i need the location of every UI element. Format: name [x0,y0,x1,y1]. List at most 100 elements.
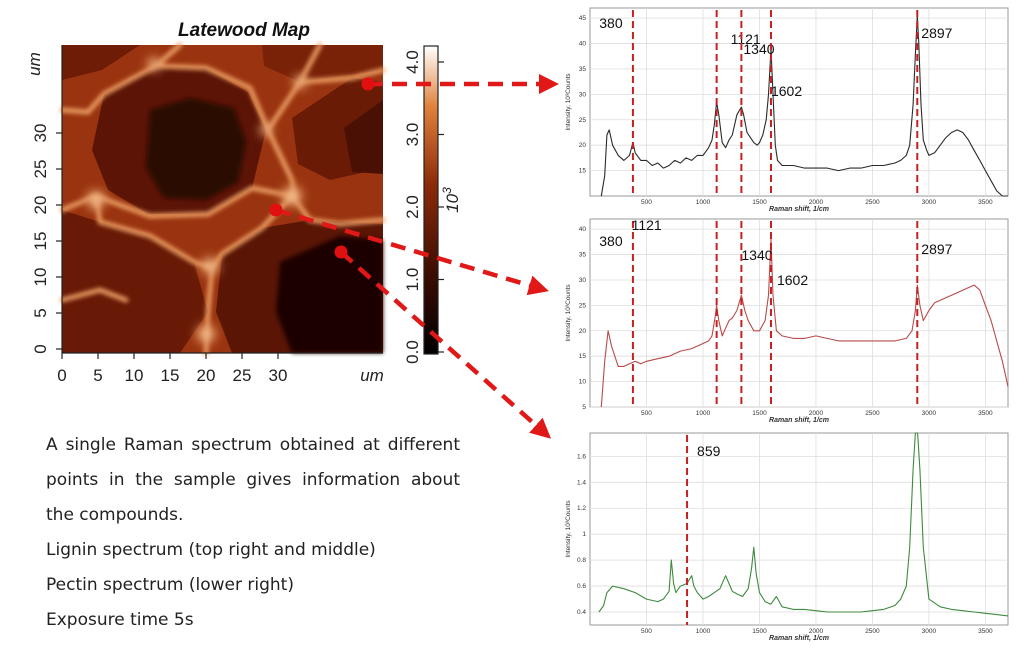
colorbar-tick-label: 2.0 [403,195,422,219]
y-tick-label: 35 [579,252,587,259]
x-tick-label: 1000 [696,628,711,635]
map-x-tick-label: 15 [161,366,180,385]
x-tick-label: 2000 [809,628,824,635]
x-tick-label: 2000 [809,410,824,417]
y-tick-label: 1.4 [577,479,586,486]
x-tick-label: 3000 [922,199,937,206]
peak-label: 2897 [921,241,952,257]
y-tick-label: 5 [582,404,586,411]
spectrum-chart-top: 500 1000 1500 2000 2500 3000 3500 15 20 25 30 35 40 4… [565,7,1009,213]
plot-area [589,432,1009,626]
map-x-tick-label: 0 [57,366,66,385]
x-tick-label: 3000 [922,410,937,417]
map-x-tick-label: 10 [125,366,144,385]
y-tick-label: 0.4 [577,609,586,616]
map-x-tick-label: 20 [197,366,216,385]
colorbar-unit-label: 103 [440,187,462,213]
y-tick-label: 15 [579,168,587,175]
y-tick-label: 25 [579,117,587,124]
x-tick-label: 2500 [865,410,880,417]
map-y-axis-label: um [25,52,44,76]
map-x-tick-label: 30 [269,366,288,385]
arrow-to-spectrum-bottom [339,250,552,439]
y-tick-label: 0.8 [577,557,586,564]
peak-label: 2897 [921,25,952,41]
colorbar-tick-label: 4.0 [403,50,422,74]
plot-area [589,218,1009,408]
map-y-tick-label: 25 [31,160,50,179]
y-tick-label: 40 [579,226,587,233]
map-y-tick-label: 30 [31,124,50,143]
peak-label: 859 [697,443,721,459]
map-x-axis-label: um [360,366,384,385]
x-tick-label: 500 [641,410,652,417]
x-tick-label: 500 [641,199,652,206]
colorbar-ticks: 0.0 1.0 2.0 3.0 4.0 [403,50,444,364]
x-tick-label: 2500 [865,628,880,635]
y-tick-label: 0.6 [577,583,586,590]
y-tick-label: 40 [579,41,587,48]
latewood-map-image [59,42,386,356]
spectrum-chart-middle: 500 1000 1500 2000 2500 3000 3500 5 10 15 20 25 30 35… [565,217,1009,424]
y-axis-label: Intensity, 10³Counts [565,73,572,131]
sample-point-marker [269,203,283,217]
map-axes [61,45,383,354]
y-tick-label: 10 [579,379,587,386]
y-tick-label: 1.6 [577,453,586,460]
x-axis-label: Raman shift, 1/cm [769,417,829,424]
y-tick-label: 15 [579,353,587,360]
y-tick-label: 30 [579,91,587,98]
map-y-tick-label: 15 [31,232,50,251]
map-y-tick-label: 10 [31,268,50,287]
spectrum-chart-bottom: 500 1000 1500 2000 2500 3000 3500 0.4 0.6 0.8 1 1.2… [565,432,1009,642]
map-y-ticks: 0 5 10 15 20 25 30 [31,124,62,354]
sample-point-marker [334,245,348,259]
map-y-tick-label: 0 [31,344,50,353]
colorbar-tick-label: 0.0 [403,340,422,364]
x-axis-label: Raman shift, 1/cm [769,635,829,642]
x-tick-label: 3000 [922,628,937,635]
x-tick-label: 500 [641,628,652,635]
y-tick-label: 25 [579,302,587,309]
map-y-tick-label: 20 [31,196,50,215]
map-y-tick-label: 5 [31,308,50,317]
caption-exposure-line: Exposure time 5s [46,610,194,630]
y-axis-label: Intensity, 10³Counts [565,284,572,342]
peak-label: 1602 [771,83,802,99]
map-x-tick-label: 25 [233,366,252,385]
y-tick-label: 35 [579,66,587,73]
x-tick-label: 1000 [696,199,711,206]
y-tick-label: 45 [579,15,587,22]
x-tick-label: 2000 [809,199,824,206]
caption-paragraph: A single Raman spectrum obtained at diff… [46,435,460,525]
peak-label: 1121 [731,31,761,47]
x-tick-label: 3500 [978,410,993,417]
y-tick-label: 20 [579,328,587,335]
peak-label: 1340 [743,41,774,57]
spectrum-line [600,15,1008,197]
x-tick-label: 1500 [752,410,767,417]
y-axis-label: Intensity, 10³Counts [565,500,572,558]
x-tick-label: 1500 [752,199,767,206]
peak-label: 380 [599,233,623,249]
peak-label: 1121 [632,217,662,233]
sample-point-arrows [275,73,560,439]
map-title: Latewood Map [178,20,310,41]
y-tick-label: 1 [582,531,586,538]
colorbar [423,45,439,355]
x-tick-label: 1500 [752,628,767,635]
spectrum-line [600,238,1009,408]
x-tick-label: 1000 [696,410,711,417]
colorbar-tick-label: 3.0 [403,123,422,147]
caption-lignin-line: Lignin spectrum (top right and middle) [46,540,376,560]
x-tick-label: 3500 [978,628,993,635]
y-tick-label: 30 [579,277,587,284]
peak-label: 380 [599,15,623,31]
spectrum-line [598,432,1009,617]
peak-label: 1340 [741,247,772,263]
y-tick-label: 20 [579,142,587,149]
x-axis-label: Raman shift, 1/cm [769,206,829,213]
x-tick-label: 3500 [978,199,993,206]
x-tick-label: 2500 [865,199,880,206]
